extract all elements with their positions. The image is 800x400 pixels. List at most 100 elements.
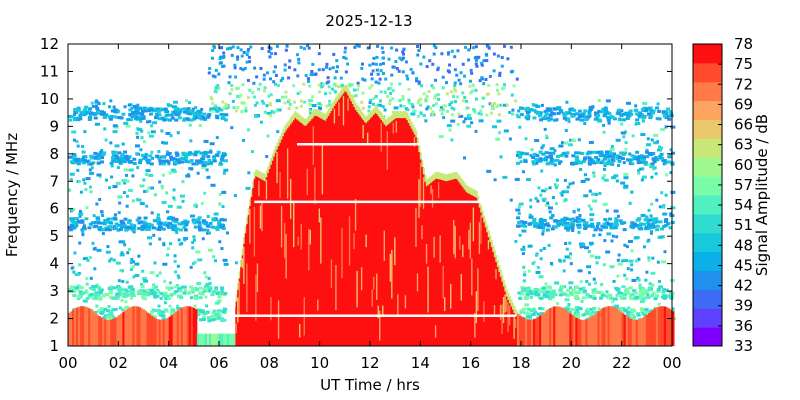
- signal-column: [434, 178, 437, 346]
- noise-dot: [573, 219, 578, 223]
- noise-dot: [389, 86, 393, 90]
- noise-dot: [472, 46, 476, 50]
- noise-dot: [474, 59, 478, 63]
- noise-dot: [230, 53, 234, 57]
- noise-dot: [127, 293, 132, 297]
- noise-dot: [139, 184, 145, 188]
- noise-dot: [393, 106, 399, 110]
- noise-dot: [298, 90, 302, 94]
- noise-dot: [146, 161, 151, 165]
- noise-dot: [407, 87, 411, 91]
- noise-dot: [631, 278, 637, 282]
- noise-dot: [107, 304, 111, 308]
- noise-dot: [546, 108, 551, 112]
- noise-dot: [221, 100, 225, 104]
- noise-dot: [198, 161, 204, 165]
- signal-column: [294, 118, 297, 346]
- low-band-column: [170, 315, 174, 346]
- noise-dot: [564, 198, 568, 202]
- noise-dot: [194, 162, 199, 166]
- noise-dot: [333, 82, 337, 86]
- noise-dot: [668, 226, 673, 230]
- noise-dot: [113, 296, 118, 300]
- noise-dot: [620, 296, 625, 300]
- noise-dot: [211, 102, 215, 106]
- noise-dot: [390, 73, 394, 77]
- noise-dot: [567, 143, 573, 147]
- noise-dot: [145, 228, 150, 232]
- signal-streak: [377, 305, 379, 319]
- noise-dot: [361, 77, 365, 81]
- noise-dot: [113, 109, 118, 113]
- noise-dot: [247, 48, 251, 52]
- noise-dot: [197, 223, 202, 227]
- noise-dot: [228, 75, 232, 79]
- noise-dot: [521, 307, 526, 311]
- noise-dot: [180, 285, 185, 289]
- noise-dot: [214, 90, 218, 94]
- noise-dot: [352, 95, 356, 99]
- noise-dot: [480, 63, 484, 67]
- noise-dot: [548, 154, 553, 158]
- noise-dot: [219, 317, 224, 321]
- noise-dot: [655, 117, 660, 121]
- noise-dot: [275, 99, 281, 103]
- noise-dot: [296, 74, 300, 78]
- noise-dot: [331, 87, 335, 91]
- signal-halo: [359, 109, 362, 117]
- noise-dot: [621, 307, 626, 311]
- noise-dot: [157, 113, 162, 117]
- noise-dot: [398, 56, 402, 60]
- noise-dot: [648, 218, 653, 222]
- noise-dot: [215, 313, 220, 317]
- noise-dot: [591, 290, 596, 294]
- noise-dot: [381, 56, 385, 60]
- noise-dot: [269, 93, 273, 97]
- signal-halo: [484, 220, 487, 228]
- signal-halo: [401, 111, 404, 119]
- noise-dot: [189, 285, 194, 289]
- noise-dot: [137, 226, 142, 230]
- noise-dot: [174, 151, 179, 155]
- noise-dot: [595, 261, 599, 265]
- noise-dot: [592, 171, 596, 175]
- noise-dot: [161, 159, 166, 163]
- low-band-column: [543, 312, 546, 346]
- signal-halo: [431, 174, 434, 182]
- noise-dot: [139, 114, 144, 118]
- noise-dot: [213, 106, 218, 110]
- noise-dot: [124, 173, 128, 177]
- noise-dot: [196, 171, 200, 175]
- noise-dot: [304, 74, 308, 78]
- noise-dot: [464, 45, 468, 49]
- noise-dot: [128, 160, 133, 164]
- noise-dot: [603, 106, 608, 110]
- noise-dot: [211, 318, 216, 322]
- noise-dot: [196, 281, 202, 285]
- noise-dot: [511, 108, 515, 112]
- noise-dot: [622, 118, 627, 122]
- noise-dot: [565, 293, 570, 297]
- noise-dot: [211, 109, 215, 113]
- noise-dot: [70, 266, 74, 270]
- noise-dot: [215, 301, 221, 305]
- noise-dot: [258, 82, 262, 86]
- noise-dot: [151, 156, 155, 160]
- noise-dot: [637, 171, 641, 175]
- signal-streak: [468, 229, 470, 250]
- noise-dot: [210, 97, 214, 101]
- noise-dot: [641, 290, 646, 294]
- noise-dot: [129, 267, 133, 271]
- noise-dot: [580, 179, 586, 183]
- noise-dot: [610, 115, 615, 119]
- noise-dot: [161, 162, 166, 166]
- noise-dot: [115, 261, 121, 265]
- noise-dot: [78, 209, 82, 213]
- signal-column: [368, 119, 371, 347]
- noise-dot: [143, 278, 147, 282]
- noise-dot: [571, 307, 576, 311]
- signal-streak: [308, 228, 310, 271]
- noise-dot: [150, 310, 155, 314]
- noise-dot: [577, 217, 582, 221]
- noise-dot: [167, 288, 171, 292]
